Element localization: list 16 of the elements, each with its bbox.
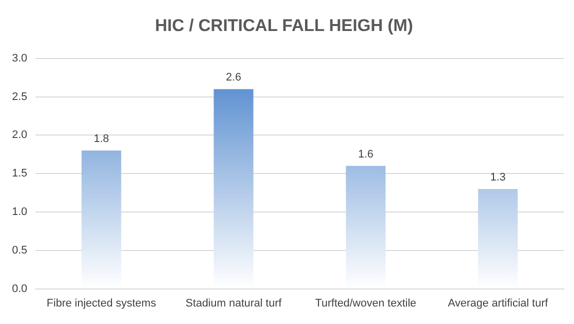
x-tick-label: Turfted/woven textile [315, 297, 416, 310]
y-tick-label: 0.5 [12, 244, 28, 256]
y-tick-label: 1.5 [12, 168, 28, 180]
y-tick-label: 2.5 [12, 90, 28, 103]
x-tick-label: Fibre injected systems [46, 297, 157, 310]
x-tick-label: Stadium natural turf [186, 297, 282, 310]
data-label: 2.6 [226, 72, 242, 84]
y-tick-label: 1.0 [12, 206, 28, 218]
chart-title: HIC / CRITICAL FALL HEIGH (M) [154, 16, 414, 35]
x-tick-label: Average artificial turf [448, 297, 549, 310]
y-tick-label: 2.0 [12, 129, 28, 142]
data-label: 1.3 [490, 171, 506, 184]
data-label: 1.8 [94, 133, 110, 146]
y-tick-label: 0.0 [12, 282, 28, 295]
data-label: 1.6 [358, 148, 374, 160]
y-tick-label: 3.0 [12, 52, 28, 64]
